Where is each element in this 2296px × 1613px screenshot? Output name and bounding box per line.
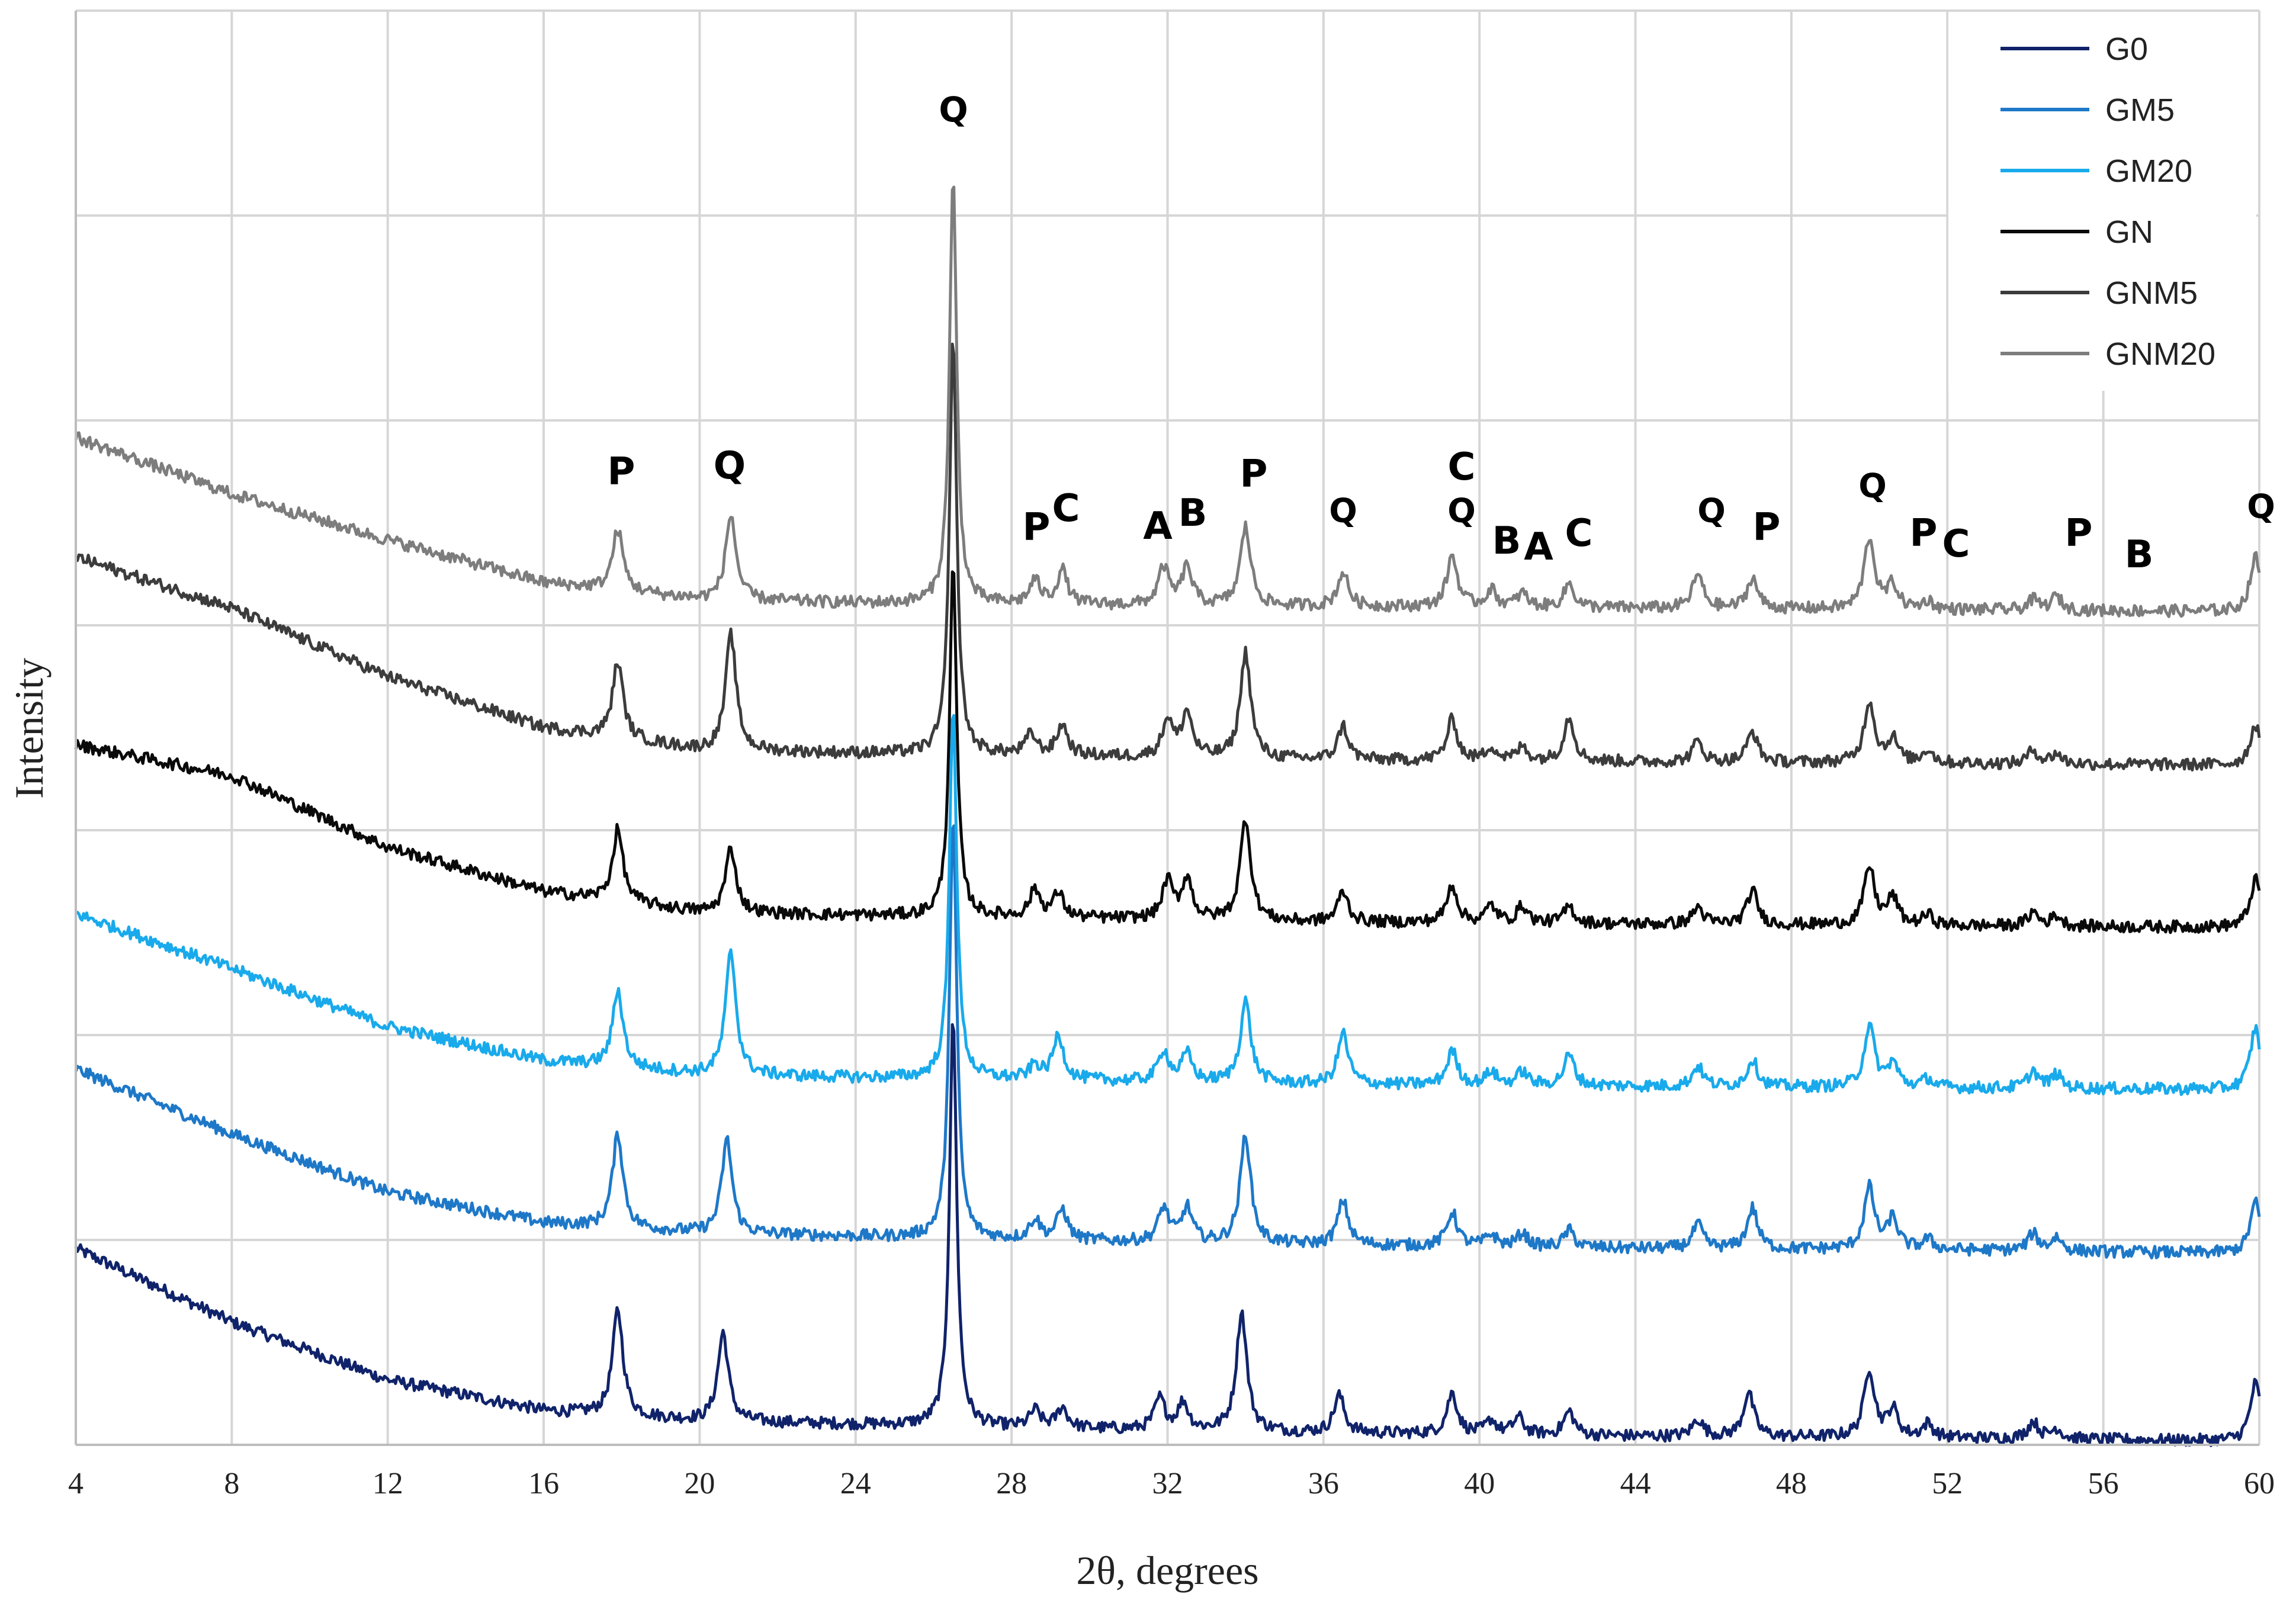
peak-label: C <box>1448 445 1476 489</box>
peak-label: B <box>1178 491 1208 535</box>
x-tick-label: 60 <box>2244 1467 2275 1500</box>
peak-label: C <box>1565 512 1593 555</box>
x-tick-labels: 4 8 12 16 20 24 28 32 36 40 44 48 52 56 60 <box>68 1467 2275 1500</box>
peak-label: P <box>1240 452 1268 496</box>
x-tick-label: 8 <box>224 1467 239 1500</box>
x-tick-label: 36 <box>1308 1467 1339 1500</box>
x-tick-label: 40 <box>1464 1467 1495 1500</box>
x-tick-label: 32 <box>1152 1467 1183 1500</box>
legend-label-g0: G0 <box>2105 31 2148 67</box>
x-tick-label: 24 <box>840 1467 871 1500</box>
x-tick-label: 44 <box>1620 1467 1651 1500</box>
x-tick-label: 28 <box>996 1467 1027 1500</box>
legend-label-gnm5: GNM5 <box>2105 275 2198 311</box>
legend-label-gn: GN <box>2105 214 2153 250</box>
x-tick-label: 12 <box>373 1467 403 1500</box>
series-line-gnm20 <box>74 185 2261 618</box>
peak-label: P <box>1910 512 1938 555</box>
peak-label: P <box>1753 506 1781 550</box>
peak-label: P <box>2065 512 2093 555</box>
peak-label: C <box>1942 522 1970 566</box>
peak-label: P <box>608 450 635 494</box>
series-line-gn <box>74 570 2261 934</box>
peak-label: Q <box>1447 492 1476 531</box>
series-line-g0 <box>74 1023 2261 1447</box>
x-tick-label: 52 <box>1932 1467 1963 1500</box>
legend: G0 GM5 GM20 GN GNM5 GNM20 <box>2000 31 2215 372</box>
peak-label: Q <box>1697 492 1726 531</box>
legend-box <box>1948 12 2256 391</box>
legend-label-gm5: GM5 <box>2105 92 2175 128</box>
x-tick-label: 16 <box>528 1467 559 1500</box>
peak-label: Q <box>1329 492 1357 531</box>
x-tick-label: 56 <box>2088 1467 2119 1500</box>
legend-label-gnm20: GNM20 <box>2105 336 2215 372</box>
peak-label: Q <box>2247 488 2275 526</box>
peak-label: P <box>1023 506 1051 550</box>
peak-label: Q <box>714 444 746 488</box>
series-group <box>74 185 2261 1447</box>
series-line-gm5 <box>74 824 2261 1259</box>
peak-label: A <box>1524 525 1553 569</box>
series-line-gnm5 <box>74 342 2261 772</box>
series-line-gm20 <box>76 714 2261 1096</box>
y-axis-title: Intensity <box>7 658 52 799</box>
peak-label: B <box>1492 519 1521 563</box>
x-tick-label: 4 <box>68 1467 84 1500</box>
peak-label: Q <box>1858 467 1887 506</box>
peak-label: C <box>1052 487 1080 531</box>
peak-label: A <box>1143 505 1173 548</box>
peak-label: Q <box>939 89 968 130</box>
peak-label: B <box>2125 533 2154 577</box>
x-tick-label: 48 <box>1776 1467 1807 1500</box>
legend-label-gm20: GM20 <box>2105 153 2192 189</box>
x-tick-label: 20 <box>684 1467 715 1500</box>
axes <box>75 11 2259 1446</box>
x-axis-title: 2θ, degrees <box>1076 1548 1258 1593</box>
